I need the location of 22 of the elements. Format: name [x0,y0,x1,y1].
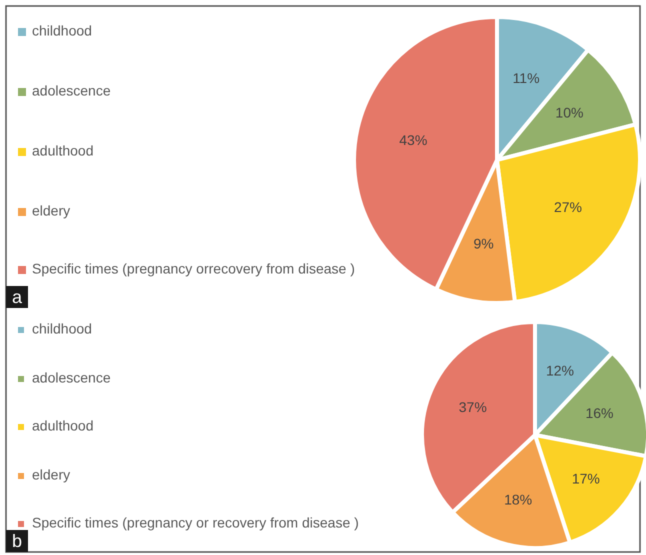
data-label: 16% [585,404,614,421]
legend-label: childhood [32,22,92,39]
text: b [12,530,22,551]
legend-label: Specific times (pregnancy or recovery from disease ) [32,514,359,531]
data-label: 37% [458,398,487,415]
data-label: 11% [512,70,540,86]
legend-label: childhood [32,320,92,337]
data-label: 27% [554,198,582,215]
data-label: 10% [555,104,584,121]
legend-label: Specific times (pregnancy orrecovery from disease ) [32,260,355,277]
legend-label: adulthood [32,142,94,159]
legend-label: eldery [32,202,70,219]
data-label: 17% [572,470,600,487]
text: a [12,286,23,307]
data-label: 43% [399,132,428,148]
legend-label: adolescence [32,370,111,386]
data-label: 18% [504,491,532,508]
legend-label: adolescence [32,82,111,99]
data-label: 9% [473,235,494,252]
data-label: 12% [546,362,574,379]
legend-label: adulthood [32,418,94,434]
legend-label: eldery [32,466,70,483]
